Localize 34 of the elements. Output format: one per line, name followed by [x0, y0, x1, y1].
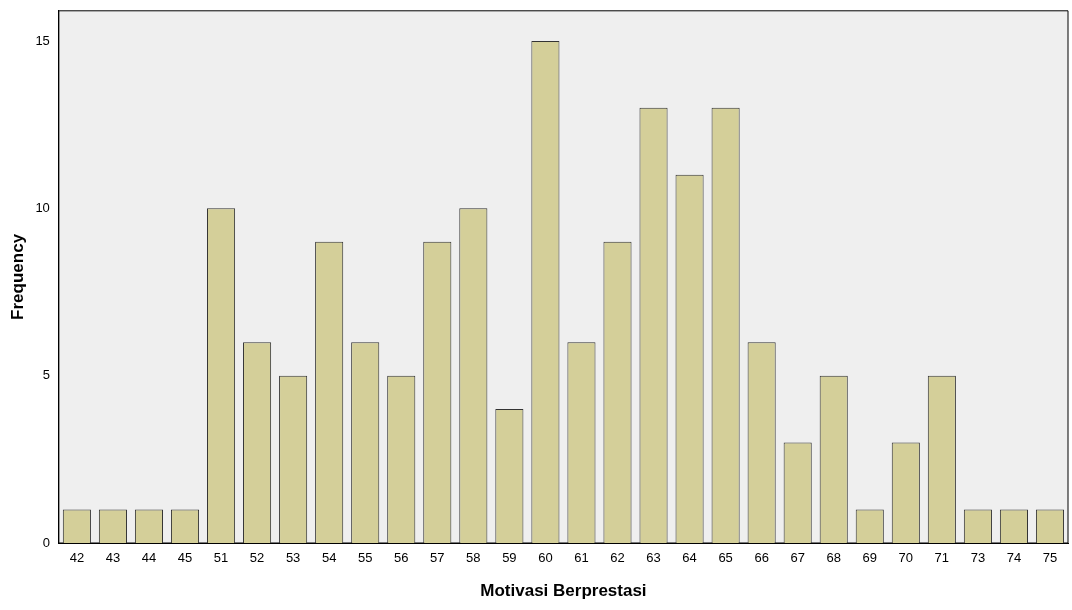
x-tick-label: 51	[213, 550, 229, 566]
x-tick-label: 69	[862, 550, 878, 566]
x-tick-label: 74	[1006, 550, 1022, 566]
x-axis-title: Motivasi Berprestasi	[480, 581, 647, 601]
x-tick-label: 64	[682, 550, 697, 566]
x-tick-label: 56	[394, 550, 409, 566]
x-tick-label: 54	[321, 550, 337, 566]
x-tick-label: 55	[357, 550, 373, 566]
y-tick-label: 10	[35, 199, 50, 215]
x-tick-label: 43	[105, 550, 121, 566]
x-tick-label: 71	[934, 550, 950, 566]
x-tick-label: 45	[177, 550, 193, 566]
x-tick-label: 65	[718, 550, 733, 566]
x-tick-label: 60	[538, 550, 553, 566]
x-tick-label: 67	[790, 550, 805, 566]
y-tick-label: 0	[42, 534, 50, 550]
x-tick-label: 53	[285, 550, 301, 566]
x-tick-label: 58	[466, 550, 481, 566]
y-axis-title: Frequency	[7, 233, 27, 320]
x-tick-label: 42	[69, 550, 85, 566]
x-tick-label: 66	[754, 550, 769, 566]
x-tick-label: 61	[574, 550, 589, 566]
x-tick-label: 75	[1042, 550, 1058, 566]
x-tick-label: 73	[970, 550, 986, 566]
x-tick-label: 44	[141, 550, 157, 566]
x-tick-label: 63	[646, 550, 661, 566]
x-tick-label: 57	[430, 550, 445, 566]
x-tick-label: 62	[610, 550, 625, 566]
y-tick-label: 5	[42, 367, 50, 383]
x-tick-label: 59	[502, 550, 517, 566]
x-tick-label: 68	[826, 550, 841, 566]
x-tick-label: 70	[898, 550, 914, 566]
y-tick-label: 15	[35, 32, 50, 48]
x-tick-label: 52	[249, 550, 265, 566]
